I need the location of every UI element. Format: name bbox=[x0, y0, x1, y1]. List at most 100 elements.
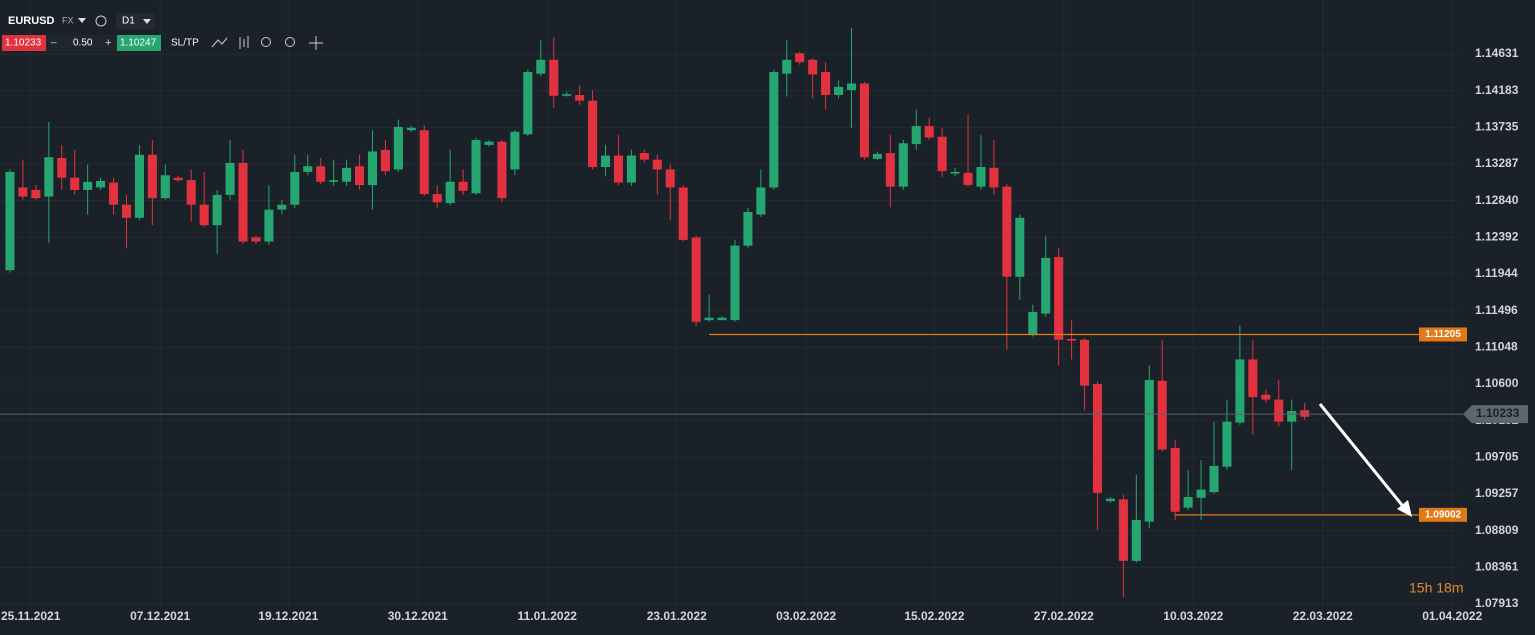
candle-body bbox=[251, 237, 261, 242]
buy-button[interactable] bbox=[117, 35, 161, 51]
candle-body bbox=[1209, 465, 1219, 493]
market: FX bbox=[62, 15, 74, 25]
plot: 1.14631 1.14183 1.13735 1.13287 1.12840 1.123… bbox=[0, 0, 1528, 623]
candle-body bbox=[290, 171, 300, 205]
candle-body bbox=[212, 194, 222, 226]
sl-tp[interactable]: SL/TP bbox=[171, 38, 199, 49]
candle-body bbox=[380, 149, 390, 172]
y-tick-label: 1.08361 bbox=[1475, 560, 1519, 574]
candle-body bbox=[225, 162, 235, 195]
candle-icon[interactable] bbox=[239, 36, 249, 49]
candle-body bbox=[31, 189, 41, 199]
candle-body bbox=[536, 59, 546, 74]
candle-body bbox=[704, 317, 714, 321]
candle-body bbox=[419, 130, 429, 195]
candle-body bbox=[277, 204, 287, 210]
symbol[interactable]: EURUSD bbox=[8, 15, 55, 27]
y-tick-label: 1.07913 bbox=[1475, 596, 1519, 610]
volume[interactable]: 0.50 bbox=[73, 38, 93, 49]
bid[interactable]: 1.10233 bbox=[5, 38, 42, 49]
candle-body bbox=[950, 171, 960, 174]
x-tick-label: 07.12.2021 bbox=[130, 609, 190, 623]
candle-body bbox=[821, 72, 831, 95]
candle-body bbox=[1067, 338, 1077, 341]
x-tick-label: 27.02.2022 bbox=[1034, 609, 1094, 623]
y-tick-label: 1.12840 bbox=[1475, 193, 1519, 207]
timeframe[interactable]: D1 bbox=[122, 16, 135, 27]
y-tick-label: 1.14183 bbox=[1475, 83, 1519, 97]
sell-button[interactable] bbox=[2, 35, 46, 51]
candle-body bbox=[264, 209, 274, 242]
countdown: 15h 18m bbox=[1409, 580, 1463, 596]
candle-body bbox=[575, 94, 585, 101]
candle-body bbox=[510, 131, 520, 170]
candle-body bbox=[1028, 311, 1038, 335]
candle-body bbox=[484, 141, 494, 145]
y-tick-label: 1.13287 bbox=[1475, 156, 1519, 170]
y-tick-label: 1.14631 bbox=[1475, 46, 1519, 60]
candle-body bbox=[1183, 497, 1193, 508]
zoom-out-icon[interactable] bbox=[261, 37, 271, 47]
candle-body bbox=[173, 177, 183, 181]
y-tick-label: 1.13735 bbox=[1475, 119, 1519, 133]
volume-box[interactable] bbox=[46, 35, 117, 51]
candle-body bbox=[1131, 519, 1141, 561]
candle-body bbox=[303, 166, 313, 172]
candle-body bbox=[96, 180, 106, 188]
candle-body bbox=[329, 180, 339, 182]
plus[interactable]: + bbox=[105, 37, 111, 49]
candle-body bbox=[588, 100, 598, 168]
candle-body bbox=[199, 204, 209, 226]
candle-body bbox=[238, 162, 248, 242]
info-icon[interactable] bbox=[95, 15, 107, 27]
candle-body bbox=[1054, 257, 1064, 340]
candle-body bbox=[1196, 489, 1206, 498]
candle-body bbox=[639, 153, 649, 160]
level-tag bbox=[1419, 327, 1467, 342]
candle-body bbox=[691, 237, 701, 322]
zoom-in-icon[interactable] bbox=[285, 37, 295, 47]
candle-body bbox=[354, 166, 365, 186]
toolbar: EURUSD FX D1 1.10233 – 0.50 + 1.10247 SL… bbox=[2, 13, 323, 51]
candle-body bbox=[562, 94, 572, 96]
ask[interactable]: 1.10247 bbox=[120, 38, 157, 49]
minus[interactable]: – bbox=[51, 38, 57, 49]
candle-body bbox=[769, 72, 779, 188]
candle-body bbox=[5, 171, 15, 271]
candle-body bbox=[121, 204, 132, 218]
line-tool-icon[interactable] bbox=[211, 37, 228, 48]
candle-body bbox=[445, 181, 455, 204]
candle-body bbox=[846, 83, 857, 91]
candle-body bbox=[665, 169, 675, 188]
candle-body bbox=[756, 187, 766, 215]
candle-body bbox=[1080, 339, 1090, 386]
candle-body bbox=[1041, 257, 1051, 314]
candle-body bbox=[782, 59, 792, 74]
current-price-label: 1.10233 bbox=[1476, 406, 1520, 420]
x-tick-label: 01.04.2022 bbox=[1422, 609, 1482, 623]
dropdown-icon[interactable] bbox=[143, 19, 151, 24]
y-tick-label: 1.11944 bbox=[1475, 266, 1518, 280]
candle-body bbox=[834, 86, 844, 95]
candle-body bbox=[963, 172, 973, 186]
x-tick-label: 15.02.2022 bbox=[904, 609, 964, 623]
candle-body bbox=[523, 72, 533, 135]
candle-body bbox=[458, 181, 468, 191]
candle-body bbox=[1105, 498, 1115, 502]
candle-body bbox=[1144, 379, 1154, 522]
candle-body bbox=[976, 167, 986, 187]
candle-body bbox=[1170, 447, 1180, 512]
candle-body bbox=[678, 187, 688, 240]
y-tick-label: 1.08809 bbox=[1475, 523, 1519, 537]
timeframe-box[interactable] bbox=[116, 13, 155, 30]
candle-body bbox=[406, 127, 416, 131]
candle-body bbox=[432, 194, 442, 203]
move-icon[interactable] bbox=[309, 36, 323, 50]
candle-body bbox=[626, 155, 636, 183]
candle-body bbox=[160, 175, 170, 199]
x-tick-label: 10.03.2022 bbox=[1163, 609, 1223, 623]
candle-body bbox=[147, 154, 157, 199]
dropdown-icon[interactable] bbox=[78, 18, 86, 23]
